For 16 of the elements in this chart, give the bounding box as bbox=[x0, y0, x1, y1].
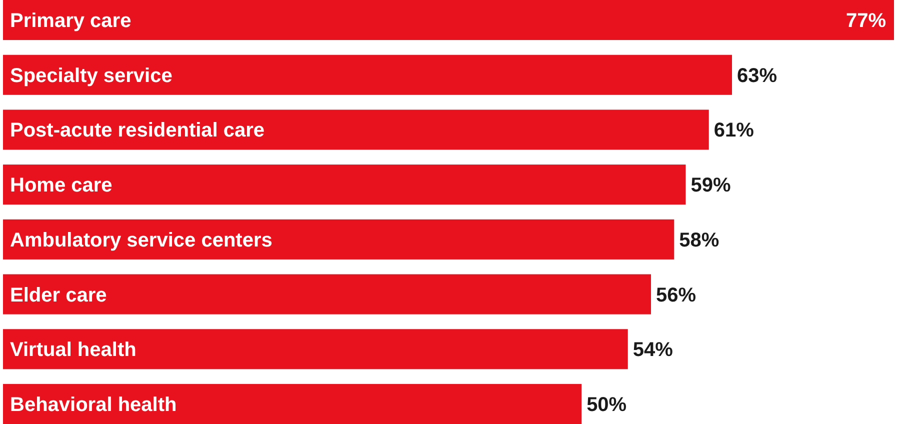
y-tick-label: Behavioral health bbox=[10, 394, 177, 416]
y-tick-label: Post-acute residential care bbox=[10, 120, 265, 142]
data-label: 63% bbox=[737, 64, 778, 87]
data-label: 59% bbox=[690, 174, 731, 197]
data-label: 58% bbox=[679, 229, 720, 252]
data-label: 50% bbox=[586, 394, 627, 416]
y-tick-label: Virtual health bbox=[10, 339, 136, 362]
data-label: 61% bbox=[714, 120, 754, 142]
y-tick-label: Ambulatory service centers bbox=[10, 229, 272, 252]
data-label: 77% bbox=[846, 10, 886, 32]
y-tick-label: Primary care bbox=[10, 10, 132, 32]
y-tick-label: Specialty service bbox=[10, 64, 172, 87]
y-tick-label: Home care bbox=[10, 174, 112, 197]
data-label: 54% bbox=[632, 339, 674, 362]
data-label: 56% bbox=[656, 284, 696, 306]
y-tick-label: Elder care bbox=[10, 284, 107, 306]
